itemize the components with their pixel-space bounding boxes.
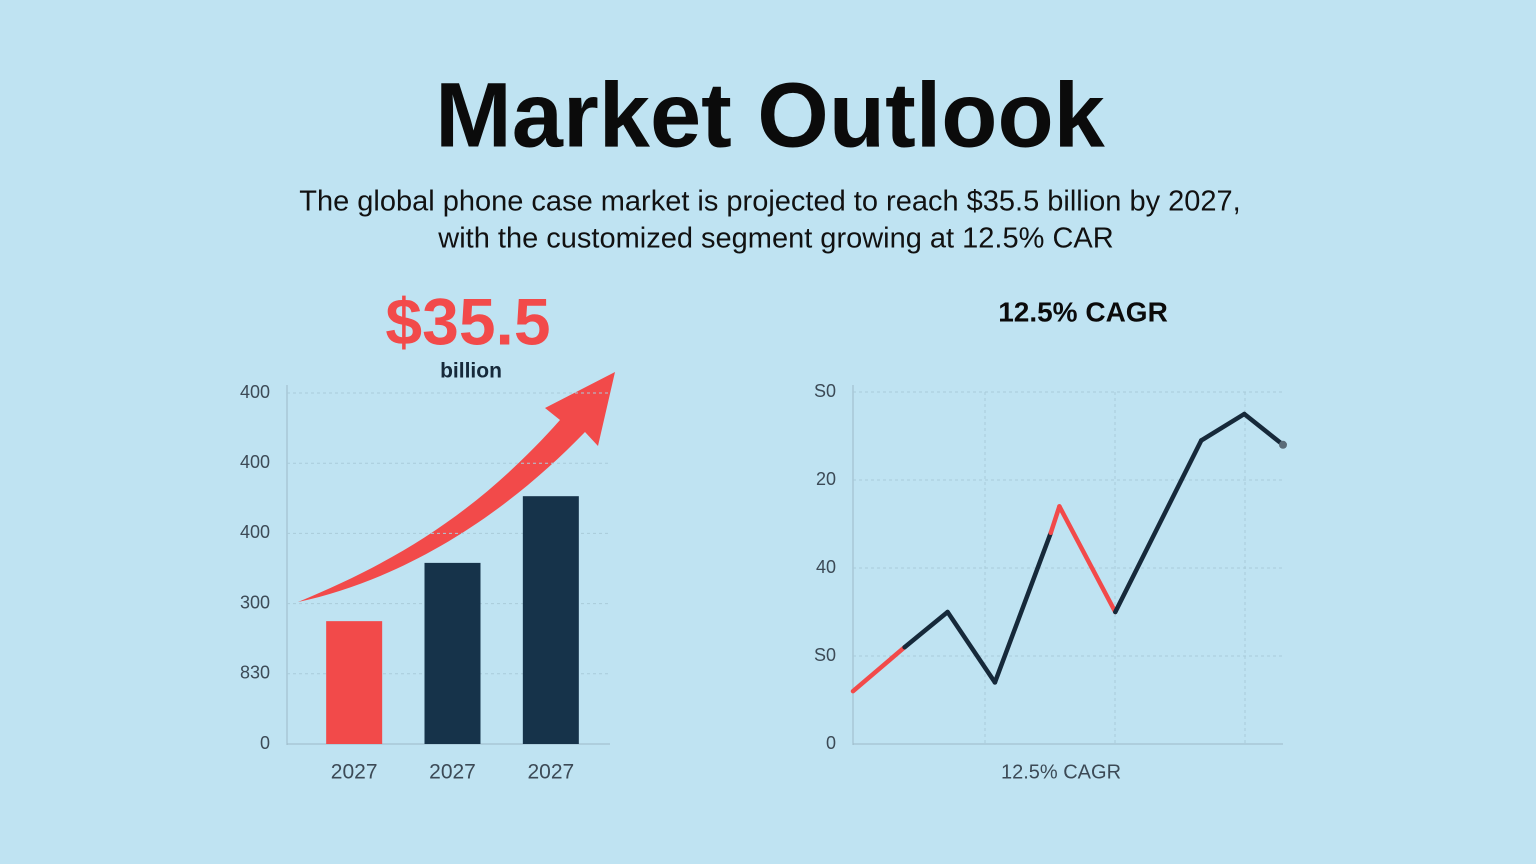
bar [326,621,383,744]
line-segment [1199,411,1247,443]
line-segment [902,609,950,650]
line-segment [1113,438,1204,615]
y-tick-label: 400 [240,382,270,402]
line-segment [1242,411,1286,448]
y-tick-label: S0 [814,381,836,401]
y-tick-label: 0 [826,733,836,753]
page-title: Market Outlook [435,64,1105,166]
x-tick-label: 2027 [429,761,476,784]
line-segment [1057,504,1118,615]
end-point [1279,440,1287,449]
annotation: $35.5 [385,284,550,358]
line-segment [850,644,907,694]
y-tick-label: 40 [816,557,836,577]
y-tick-label: 830 [240,663,270,683]
x-tick-label: 2027 [331,761,378,784]
subtitle-line: The global phone case market is projecte… [299,186,1240,218]
subtitle-line: with the customized segment growing at 1… [437,223,1113,255]
line-segment [992,530,1054,685]
y-tick-label: S0 [814,645,836,665]
y-tick-label: 400 [240,452,270,472]
bar [424,562,481,744]
x-tick-label: 2027 [527,761,574,784]
chart-title: 12.5% CAGR [998,296,1168,327]
bar [522,496,579,744]
y-tick-label: 20 [816,469,836,489]
y-tick-label: 300 [240,592,270,612]
growth-arrow [298,372,615,602]
line-segment [1048,504,1062,536]
x-axis-label: 12.5% CAGR [1001,761,1121,783]
y-tick-label: 0 [260,733,270,753]
y-tick-label: 400 [240,522,270,542]
line-segment [945,609,998,685]
annotation-unit: billion [440,360,502,383]
